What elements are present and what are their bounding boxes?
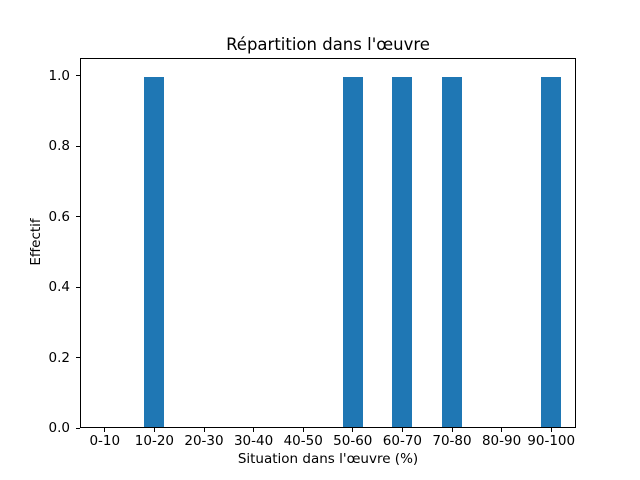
- bar-10-20: [144, 76, 165, 427]
- x-tick-label: 10-20: [134, 433, 174, 449]
- x-tick-mark: [401, 428, 403, 432]
- y-tick-mark: [76, 427, 80, 429]
- y-tick-mark: [76, 145, 80, 147]
- plot-area: [80, 58, 576, 428]
- x-axis-label: Situation dans l'œuvre (%): [237, 451, 419, 467]
- x-tick-mark: [153, 428, 155, 432]
- bars-layer: [81, 59, 575, 427]
- y-tick-label: 1.0: [48, 67, 70, 84]
- x-tick-mark: [451, 428, 453, 432]
- bar-50-60: [342, 76, 363, 427]
- chart-title: Répartition dans l'œuvre: [226, 35, 430, 54]
- x-tick-mark: [203, 428, 205, 432]
- x-tick-mark: [501, 428, 503, 432]
- x-tick-label: 30-40: [233, 433, 274, 449]
- x-tick-mark: [550, 428, 552, 432]
- x-tick-label: 90-100: [527, 433, 576, 449]
- bar-60-70: [392, 76, 413, 427]
- y-tick-label: 0.0: [48, 420, 70, 436]
- bar-70-80: [442, 76, 462, 427]
- y-tick-label: 0.2: [48, 349, 70, 366]
- y-tick-mark: [76, 75, 80, 77]
- y-tick-label: 0.4: [48, 279, 70, 296]
- y-tick-mark: [76, 216, 80, 218]
- x-tick-mark: [352, 428, 354, 432]
- y-tick-mark: [76, 286, 80, 288]
- x-tick-label: 20-30: [184, 433, 224, 449]
- x-tick-label: 40-50: [283, 433, 323, 449]
- x-tick-mark: [104, 428, 106, 432]
- x-tick-label: 50-60: [333, 433, 373, 449]
- x-tick-mark: [253, 428, 255, 432]
- x-tick-label: 0-10: [89, 433, 121, 449]
- x-tick-label: 70-80: [432, 433, 472, 449]
- bar-90-100: [541, 76, 562, 427]
- x-tick-label: 80-90: [481, 433, 522, 449]
- x-tick-label: 60-70: [382, 433, 422, 449]
- y-tick-label: 0.6: [48, 208, 70, 225]
- y-tick-label: 0.8: [48, 138, 70, 155]
- x-tick-mark: [302, 428, 304, 432]
- y-tick-mark: [76, 357, 80, 359]
- y-axis-label: Effectif: [28, 218, 44, 266]
